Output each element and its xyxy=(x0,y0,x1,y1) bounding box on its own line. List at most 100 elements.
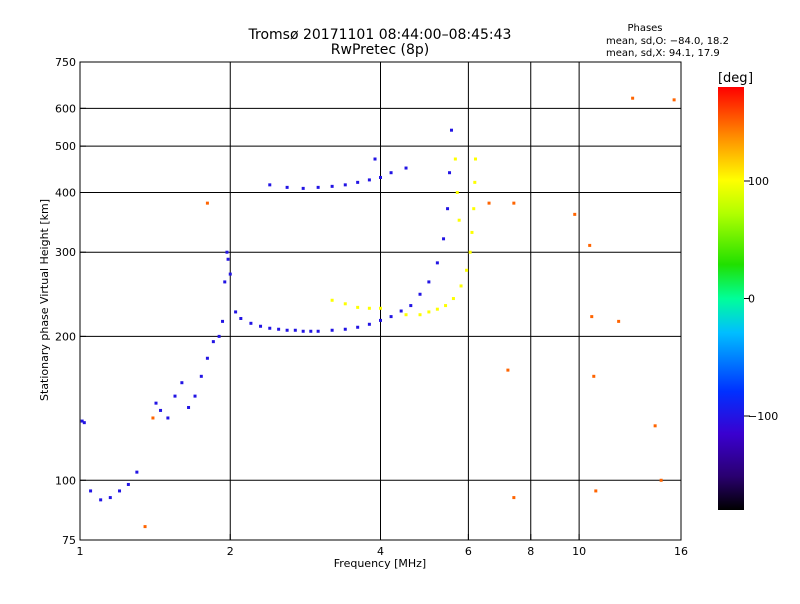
data-point xyxy=(404,166,408,170)
data-point xyxy=(193,394,197,398)
data-point xyxy=(459,284,463,288)
y-tick-label: 750 xyxy=(55,56,76,69)
data-point xyxy=(199,374,203,378)
x-tick-label: 1 xyxy=(77,545,84,558)
data-point xyxy=(379,175,382,179)
data-point xyxy=(108,496,112,500)
colorbar-tick-label: 0 xyxy=(748,293,755,306)
data-point xyxy=(588,243,592,247)
data-point xyxy=(173,394,177,398)
data-point xyxy=(301,329,305,333)
data-point xyxy=(356,325,360,329)
chart-title: Tromsø 20171101 08:44:00–08:45:43 xyxy=(248,27,512,43)
data-point xyxy=(373,157,377,161)
data-point xyxy=(89,489,93,493)
data-point xyxy=(473,157,477,161)
data-point xyxy=(472,207,476,211)
data-point xyxy=(234,310,238,314)
data-point xyxy=(573,212,577,216)
y-tick-label: 400 xyxy=(55,186,76,199)
data-point xyxy=(187,405,191,409)
x-axis-label: Frequency [MHz] xyxy=(334,557,426,570)
data-point xyxy=(367,306,371,310)
y-tick-label: 100 xyxy=(55,474,76,487)
data-point xyxy=(330,298,334,302)
y-tick-label: 500 xyxy=(55,140,76,153)
axis-ticks: 1 2 4 6 8 10 16 75 100 200 300 400 500 600 750 xyxy=(55,56,688,558)
data-point xyxy=(285,185,289,189)
phase-o-stats: mean, sd,O: −84.0, 18.2 xyxy=(606,36,729,47)
data-point xyxy=(449,128,453,132)
data-point xyxy=(285,328,289,332)
data-point xyxy=(367,178,371,182)
y-tick-label: 600 xyxy=(55,102,76,115)
data-point xyxy=(418,313,422,317)
data-point xyxy=(154,401,158,405)
data-point xyxy=(80,419,84,423)
chart-subtitle: RwPretec (8p) xyxy=(331,42,429,58)
data-point xyxy=(457,218,461,222)
phase-colorbar: [ deg ] 100 0 −100 xyxy=(718,71,778,510)
data-point xyxy=(444,304,448,308)
plot-area: 1 2 4 6 8 10 16 75 100 200 300 400 500 600 750 Frequen… xyxy=(38,56,688,570)
x-tick-label: 16 xyxy=(674,545,688,558)
phase-x-stats: mean, sd,X: 94.1, 17.9 xyxy=(606,48,720,59)
data-point xyxy=(659,478,663,482)
colorbar-label-open: [ xyxy=(718,71,723,86)
data-point xyxy=(211,340,215,344)
data-point xyxy=(228,272,232,276)
data-point xyxy=(512,201,516,205)
data-point xyxy=(435,307,439,311)
data-point xyxy=(451,297,455,301)
data-point xyxy=(404,313,408,317)
data-point xyxy=(226,257,230,261)
data-point xyxy=(330,328,334,332)
data-point xyxy=(143,525,147,529)
data-point xyxy=(592,374,596,378)
x-tick-label: 4 xyxy=(377,545,384,558)
y-tick-label: 75 xyxy=(62,534,76,547)
y-axis-label: Stationary phase Virtual Height [km] xyxy=(38,199,51,401)
data-point xyxy=(151,416,155,420)
x-tick-label: 6 xyxy=(465,545,472,558)
data-point xyxy=(99,498,103,502)
data-point xyxy=(379,318,382,322)
data-point xyxy=(268,326,272,330)
data-point xyxy=(399,309,403,313)
data-point xyxy=(293,328,297,332)
data-point xyxy=(135,470,139,474)
data-point xyxy=(159,408,163,412)
data-point xyxy=(418,292,422,296)
data-point xyxy=(367,322,371,326)
data-point xyxy=(672,98,676,102)
data-point xyxy=(316,185,320,189)
data-point xyxy=(309,329,313,333)
grid-lines xyxy=(80,62,681,540)
data-point xyxy=(301,186,305,190)
data-point xyxy=(487,201,491,205)
colorbar-label-close: ] xyxy=(748,71,753,86)
data-point xyxy=(316,329,320,333)
data-point xyxy=(473,180,477,184)
data-point xyxy=(448,171,452,175)
data-points xyxy=(80,96,676,529)
data-point xyxy=(225,250,229,254)
data-point xyxy=(465,268,469,272)
data-point xyxy=(82,421,86,425)
data-point xyxy=(379,306,382,310)
data-point xyxy=(166,416,170,420)
data-point xyxy=(653,424,657,428)
colorbar-ticks: 100 0 −100 xyxy=(744,175,778,423)
y-tick-label: 200 xyxy=(55,330,76,343)
data-point xyxy=(223,280,227,284)
data-point xyxy=(594,489,598,493)
data-point xyxy=(343,302,347,306)
colorbar-tick-label: −100 xyxy=(748,410,778,423)
colorbar-label: deg xyxy=(723,71,748,86)
data-point xyxy=(205,201,209,205)
colorbar-gradient xyxy=(718,87,744,510)
data-point xyxy=(590,315,594,319)
colorbar-tick-label: 100 xyxy=(748,175,769,188)
data-point xyxy=(455,190,459,194)
data-point xyxy=(446,207,450,211)
